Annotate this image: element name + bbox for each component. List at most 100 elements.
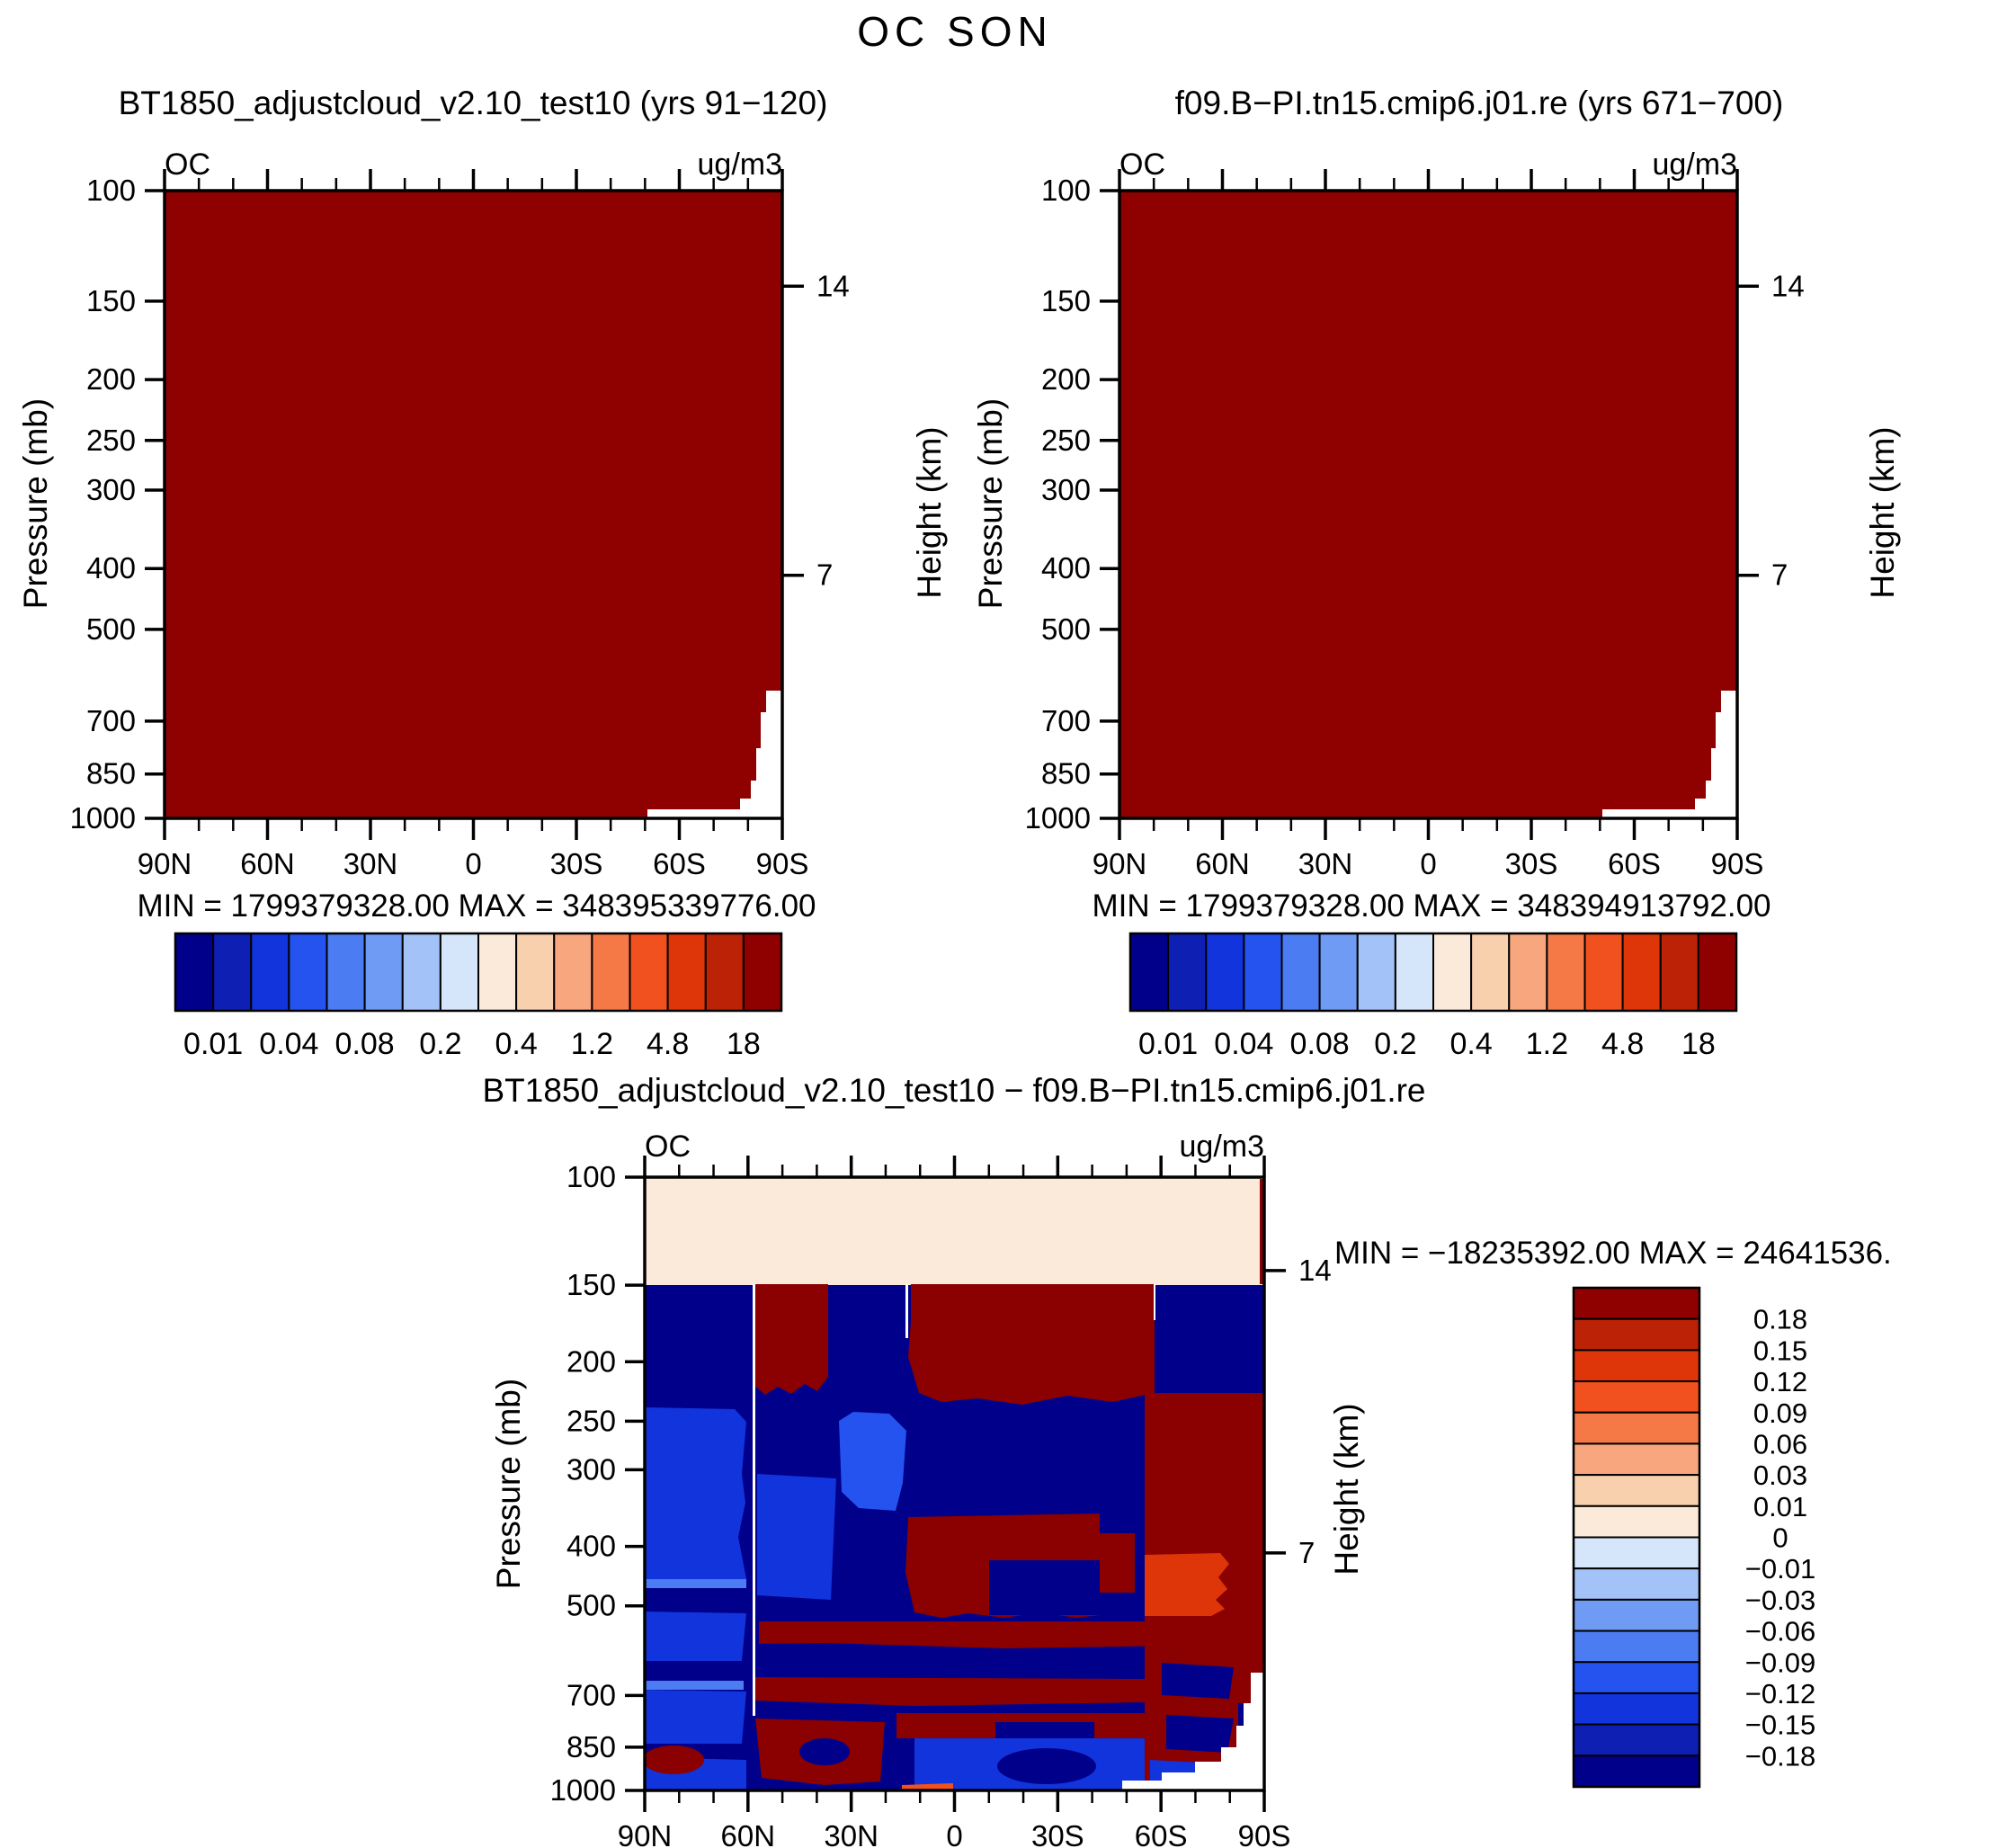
panel2-units-label: ug/m3 <box>1652 147 1738 182</box>
y2-tick-label: 14 <box>1298 1254 1332 1287</box>
colorbar-label: 0.18 <box>1753 1304 1807 1335</box>
x-tick-label: 60N <box>721 1819 776 1848</box>
x-tick-label: 30N <box>343 847 398 880</box>
figure-title: OC SON <box>857 8 1053 55</box>
panel1-minmax: MIN = 1799379328.00 MAX = 348395339776.0… <box>137 888 816 924</box>
panel-top-right-tick-labels: 90N 60N 30N 0 30S 60S 90S 100 150 200 250 300 400 500… <box>1025 174 1805 880</box>
y-tick-label: 850 <box>1041 757 1091 790</box>
panel-difference-field <box>645 1177 1264 1790</box>
panel3-units-label: ug/m3 <box>1179 1129 1265 1164</box>
x-tick-label: 90N <box>618 1819 673 1848</box>
panel3-minmax: MIN = −18235392.00 MAX = 24641536. <box>1334 1236 1892 1271</box>
x-tick-label: 0 <box>946 1819 962 1848</box>
y-tick-label: 500 <box>1041 612 1091 646</box>
y-tick-label: 100 <box>566 1160 616 1193</box>
x-tick-label: 90S <box>756 847 809 880</box>
colorbar-label: −0.15 <box>1745 1710 1815 1741</box>
x-tick-label: 60N <box>1195 847 1250 880</box>
colorbar-label: 0.2 <box>1374 1027 1416 1061</box>
y-tick-label: 150 <box>86 284 136 317</box>
colorbar-label: 0.2 <box>419 1027 461 1061</box>
panel-difference-tick-labels: 90N 60N 30N 0 30S 60S 90S 100 150 200 250 300 400 500… <box>550 1160 1332 1848</box>
y2-tick-label: 7 <box>1298 1536 1315 1569</box>
panel2-minmax: MIN = 1799379328.00 MAX = 348394913792.0… <box>1092 888 1771 924</box>
panel-top-left-tick-labels: 90N 60N 30N 0 30S 60S 90S 100 150 200 250 300 400 500… <box>70 174 850 880</box>
y-tick-label: 400 <box>566 1530 616 1563</box>
y-tick-label: 300 <box>566 1452 616 1486</box>
colorbar-label: 0.08 <box>1290 1027 1350 1061</box>
panel-top-left-colorbar: 0.01 0.04 0.08 0.2 0.4 1.2 4.8 18 <box>174 932 783 1061</box>
y-tick-label: 150 <box>1041 284 1091 317</box>
y-tick-label: 200 <box>566 1344 616 1378</box>
colorbar-label: −0.01 <box>1745 1553 1815 1585</box>
colorbar-label: 0.08 <box>335 1027 395 1061</box>
y2-tick-label: 14 <box>1771 269 1805 302</box>
panel-top-left-field <box>165 191 782 818</box>
x-tick-label: 0 <box>1420 847 1436 880</box>
colorbar-label: 0.01 <box>1753 1491 1807 1522</box>
y-tick-label: 400 <box>86 551 136 585</box>
x-tick-label: 60S <box>653 847 706 880</box>
panel3-pressure-axis-label: Pressure (mb) <box>490 1378 527 1590</box>
panel-difference-ticks <box>625 1156 1286 1812</box>
y-tick-label: 850 <box>566 1730 616 1763</box>
panel1-title: BT1850_adjustcloud_v2.10_test10 (yrs 91−… <box>118 85 828 121</box>
colorbar-label: 4.8 <box>647 1027 689 1061</box>
colorbar-label: 1.2 <box>1526 1027 1568 1061</box>
colorbar-label: 0 <box>1772 1522 1788 1554</box>
y-tick-label: 500 <box>86 612 136 646</box>
panel-top-right-field <box>1119 191 1737 818</box>
colorbar-label: 0.04 <box>1214 1027 1273 1061</box>
x-tick-label: 90N <box>138 847 192 880</box>
colorbar-label: 0.03 <box>1753 1460 1807 1491</box>
colorbar-label: 0.15 <box>1753 1335 1807 1366</box>
x-tick-label: 90S <box>1711 847 1764 880</box>
colorbar-label: 1.2 <box>571 1027 613 1061</box>
colorbar-label: −0.12 <box>1745 1678 1815 1710</box>
colorbar-label: 18 <box>1681 1027 1716 1061</box>
y-tick-label: 200 <box>86 362 136 396</box>
colorbar-label: −0.03 <box>1745 1585 1815 1616</box>
panel-top-left-ticks <box>145 169 804 840</box>
panel1-field-label: OC <box>165 147 210 182</box>
panel2-field-label: OC <box>1119 147 1165 182</box>
x-tick-label: 30S <box>1505 847 1558 880</box>
y-tick-label: 150 <box>566 1268 616 1301</box>
y-tick-label: 200 <box>1041 362 1091 396</box>
x-tick-label: 30N <box>1298 847 1353 880</box>
colorbar-label: 0.4 <box>1449 1027 1492 1061</box>
y-tick-label: 250 <box>1041 424 1091 457</box>
colorbar-label: 0.01 <box>183 1027 243 1061</box>
panel2-title: f09.B−PI.tn15.cmip6.j01.re (yrs 671−700) <box>1174 85 1784 121</box>
y-tick-label: 500 <box>566 1589 616 1622</box>
x-tick-label: 30N <box>824 1819 879 1848</box>
y-tick-label: 700 <box>86 704 136 737</box>
y-tick-label: 100 <box>1041 174 1091 207</box>
y2-tick-label: 14 <box>816 269 850 302</box>
colorbar-label: 4.8 <box>1601 1027 1644 1061</box>
y-tick-label: 250 <box>566 1404 616 1437</box>
colorbar-label: 0.09 <box>1753 1397 1807 1429</box>
y-tick-label: 700 <box>1041 704 1091 737</box>
colorbar-label: 18 <box>727 1027 761 1061</box>
panel3-field-label: OC <box>645 1129 691 1164</box>
y-tick-label: 400 <box>1041 551 1091 585</box>
panel-top-right-ticks <box>1100 169 1759 840</box>
panel1-pressure-axis-label: Pressure (mb) <box>17 397 54 610</box>
colorbar-label: 0.12 <box>1753 1366 1807 1397</box>
y-tick-label: 1000 <box>70 801 136 835</box>
y-tick-label: 850 <box>86 757 136 790</box>
colorbar-label: −0.18 <box>1745 1740 1815 1772</box>
y2-tick-label: 7 <box>816 558 833 592</box>
panel2-height-axis-label: Height (km) <box>1864 426 1901 599</box>
y-tick-label: 250 <box>86 424 136 457</box>
colorbar-label: 0.06 <box>1753 1428 1807 1460</box>
panel2-pressure-axis-label: Pressure (mb) <box>972 397 1009 610</box>
y-tick-label: 1000 <box>550 1773 616 1807</box>
panel-top-right-colorbar: 0.01 0.04 0.08 0.2 0.4 1.2 4.8 18 <box>1128 932 1738 1061</box>
y-tick-label: 1000 <box>1025 801 1091 835</box>
panel1-units-label: ug/m3 <box>697 147 783 182</box>
x-tick-label: 30S <box>1031 1819 1084 1848</box>
x-tick-label: 90N <box>1093 847 1147 880</box>
